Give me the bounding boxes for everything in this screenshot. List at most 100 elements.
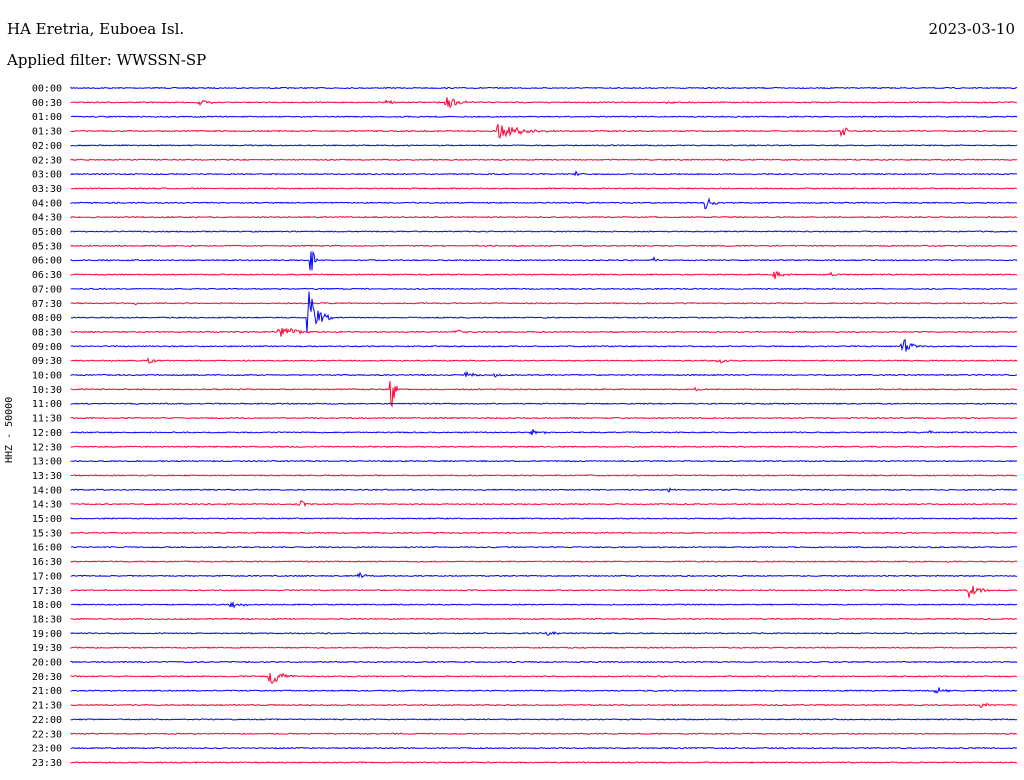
row-time-label: 10:30 [32,385,62,396]
row-time-label: 15:00 [32,514,62,525]
row-time-label: 16:00 [32,543,62,554]
row-time-label: 04:30 [32,213,62,224]
row-time-label: 13:30 [32,471,62,482]
trace-line [70,500,1018,508]
row-time-label: 13:00 [32,457,62,468]
trace-line [70,170,1017,177]
trace-line [70,474,1018,477]
trace-line [70,560,1018,563]
trace-line [70,571,1018,579]
trace-line [70,291,1018,333]
trace-line [70,144,1018,147]
row-time-label: 17:30 [32,586,62,597]
row-time-label: 03:00 [32,170,62,181]
trace-line [70,746,1018,750]
trace-line [70,660,1018,664]
row-time-label: 14:30 [32,500,62,511]
row-time-label: 22:00 [32,715,62,726]
trace-line [70,459,1018,463]
trace-line [70,215,1017,219]
row-time-label: 02:30 [32,155,62,166]
trace-line [70,429,1018,436]
trace-line [70,531,1018,535]
station-title: HA Eretria, Euboea Isl. [7,20,185,38]
trace-line [70,702,1018,709]
trace-line [70,244,1018,248]
trace-line [70,250,1018,271]
trace-line [70,617,1017,621]
trace-line [70,732,1018,735]
row-time-label: 06:00 [32,256,62,267]
trace-line [70,601,1018,609]
trace-line [70,187,1018,190]
trace-line [70,416,1018,420]
row-time-label: 19:00 [32,629,62,640]
trace-line [70,402,1018,405]
trace-line [70,86,1018,90]
trace-line [70,197,1017,210]
row-time-label: 23:00 [32,744,62,755]
row-time-label: 17:00 [32,571,62,582]
row-time-label: 09:00 [32,342,62,353]
row-time-label: 21:00 [32,686,62,697]
row-time-label: 18:00 [32,600,62,611]
row-time-label: 11:00 [32,399,62,410]
trace-line [70,487,1018,493]
row-time-label: 18:30 [32,614,62,625]
row-time-label: 05:30 [32,241,62,252]
row-time-label: 20:30 [32,672,62,683]
trace-line [70,631,1018,636]
trace-line [70,327,1018,337]
trace-line [70,381,1018,408]
trace-line [70,338,1017,352]
row-time-label: 11:30 [32,414,62,425]
row-time-label: 08:00 [32,313,62,324]
row-time-label: 00:30 [32,98,62,109]
trace-line [70,687,1018,694]
row-time-label: 19:30 [32,643,62,654]
row-time-label: 20:00 [32,658,62,669]
trace-line [70,230,1018,233]
row-time-label: 02:00 [32,141,62,152]
trace-line [70,356,1018,364]
row-time-label: 23:30 [32,758,62,769]
row-time-label: 12:30 [32,442,62,453]
trace-line [70,115,1018,118]
row-time-label: 14:00 [32,485,62,496]
row-time-label: 22:30 [32,729,62,740]
date-label: 2023-03-10 [928,20,1015,38]
trace-line [70,646,1018,649]
trace-line [70,124,1018,139]
trace-line [70,546,1018,549]
trace-line [70,761,1018,764]
trace-line [70,270,1018,279]
row-time-label: 15:30 [32,528,62,539]
trace-line [70,287,1018,291]
filter-label: Applied filter: WWSSN-SP [7,51,207,69]
row-time-label: 12:00 [32,428,62,439]
row-time-label: 06:30 [32,270,62,281]
row-time-label: 07:00 [32,284,62,295]
row-time-label: 08:30 [32,327,62,338]
trace-line [70,585,1018,598]
row-time-label: 10:00 [32,371,62,382]
trace-line [70,718,1018,721]
row-time-label: 21:30 [32,701,62,712]
row-time-label: 07:30 [32,299,62,310]
row-time-label: 01:30 [32,127,62,138]
trace-line [70,158,1018,161]
trace-line [70,445,1018,449]
row-time-label: 05:00 [32,227,62,238]
row-time-label: 04:00 [32,198,62,209]
trace-line [70,370,1018,378]
trace-line [70,302,1018,306]
trace-line [70,516,1018,520]
trace-line [70,97,1018,109]
trace-line [70,672,1018,685]
row-time-label: 01:00 [32,112,62,123]
row-time-label: 16:30 [32,557,62,568]
row-time-label: 03:30 [32,184,62,195]
row-time-label: 00:00 [32,84,62,95]
row-time-label: 09:30 [32,356,62,367]
